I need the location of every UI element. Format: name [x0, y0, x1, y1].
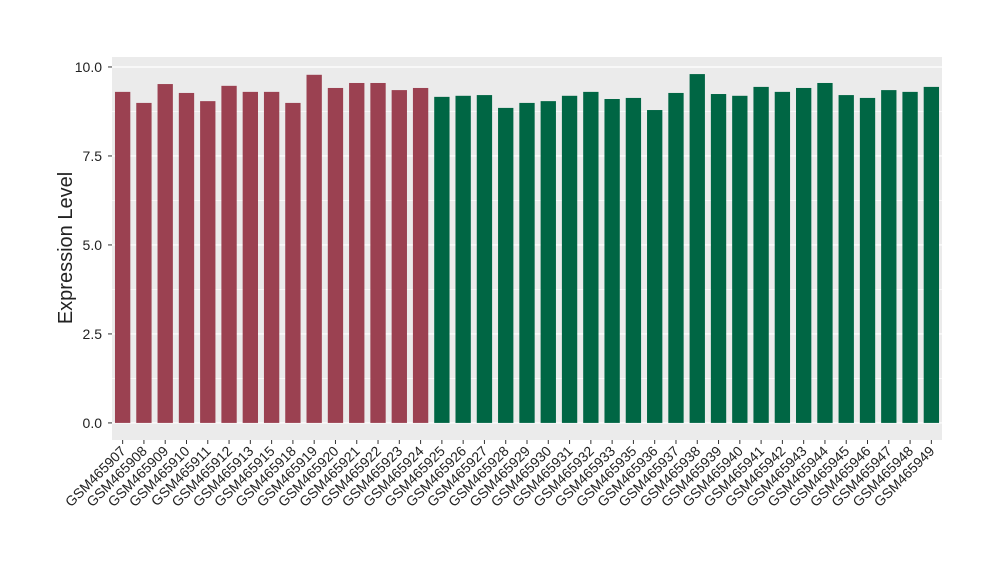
bar: [774, 91, 791, 423]
bar: [391, 90, 407, 423]
y-axis-title: Expression Level: [55, 172, 77, 324]
bar: [306, 74, 322, 423]
bar: [178, 92, 195, 423]
bar: [327, 87, 344, 423]
bar: [689, 74, 705, 423]
bar: [710, 94, 727, 423]
bar: [561, 95, 578, 423]
bar: [263, 91, 280, 423]
bar: [242, 91, 258, 423]
bar: [434, 96, 450, 423]
y-tick-label: 2.5: [83, 326, 103, 342]
bar: [221, 85, 237, 423]
bar: [625, 97, 642, 423]
bar: [902, 91, 918, 423]
bar: [498, 107, 514, 423]
bar: [157, 84, 173, 423]
bar: [349, 82, 365, 423]
bar: [647, 110, 663, 423]
bar: [604, 99, 620, 423]
bar: [668, 92, 684, 423]
bar: [796, 87, 812, 423]
bar: [200, 101, 216, 423]
bar: [881, 90, 897, 423]
bar: [519, 102, 535, 423]
bar: [583, 91, 599, 423]
y-tick-label: 7.5: [83, 148, 103, 164]
bar: [859, 97, 876, 423]
y-tick-label: 0.0: [83, 415, 103, 431]
bar: [285, 102, 301, 423]
bar: [540, 101, 556, 423]
bar: [838, 95, 854, 423]
bar: [136, 102, 152, 423]
bar: [114, 91, 131, 423]
bar: [923, 86, 940, 423]
bar: [455, 95, 471, 423]
y-tick-label: 10.0: [75, 59, 102, 75]
bar: [817, 82, 833, 423]
y-tick-label: 5.0: [83, 237, 103, 253]
bar: [476, 95, 493, 423]
bar: [732, 95, 748, 423]
bar: [370, 82, 386, 423]
bar: [412, 87, 429, 423]
bar: [753, 86, 769, 423]
